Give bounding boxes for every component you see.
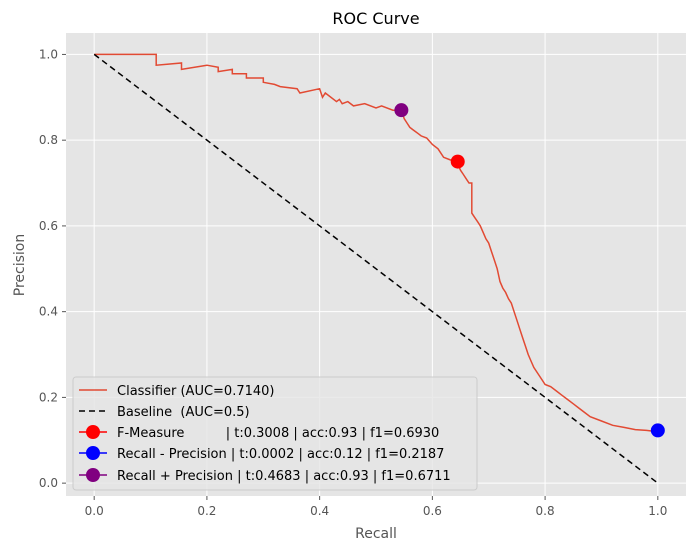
- f-measure-marker: [450, 154, 465, 169]
- threshold-markers: [394, 103, 665, 438]
- x-tick-label: 0.8: [536, 504, 555, 518]
- y-tick-label: 0.6: [39, 219, 58, 233]
- y-tick-label: 0.2: [39, 390, 58, 404]
- x-tick-label: 0.0: [85, 504, 104, 518]
- chart-title: ROC Curve: [332, 9, 419, 28]
- legend-box: [72, 376, 478, 491]
- y-tick-label: 0.4: [39, 305, 58, 319]
- legend-label-baseline: Baseline (AUC=0.5): [117, 405, 250, 420]
- x-axis-label: Recall: [355, 526, 397, 542]
- x-tick-label: 0.2: [197, 504, 216, 518]
- legend-label-classifier: Classifier (AUC=0.7140): [117, 384, 275, 399]
- legend: Classifier (AUC=0.7140) Baseline (AUC=0.…: [72, 376, 478, 491]
- legend-label-recall-plus-precision: Recall + Precision | t:0.4683 | acc:0.93…: [117, 469, 451, 484]
- legend-marker-f-measure: [86, 425, 100, 439]
- y-tick-label: 0.0: [39, 476, 58, 490]
- x-tick-label: 1.0: [648, 504, 667, 518]
- legend-label-f-measure: F-Measure | t:0.3008 | acc:0.93 | f1=0.6…: [117, 426, 439, 441]
- recall-plus-precision-marker: [394, 103, 409, 118]
- y-tick-label: 1.0: [39, 47, 58, 61]
- ticks: 0.0 0.2 0.4 0.6 0.8 1.0 0.0 0.2 0.4 0.6 0.8 1.0: [39, 47, 667, 518]
- baseline-series-line: [93, 53, 659, 484]
- legend-label-recall-minus-precision: Recall - Precision | t:0.0002 | acc:0.12…: [117, 447, 444, 462]
- y-axis-label: Precision: [12, 234, 28, 296]
- x-tick-label: 0.4: [310, 504, 329, 518]
- x-tick-label: 0.6: [423, 504, 442, 518]
- y-tick-label: 0.8: [39, 133, 58, 147]
- legend-marker-recall-plus-precision: [86, 468, 100, 482]
- recall-minus-precision-marker: [650, 423, 665, 438]
- legend-marker-recall-minus-precision: [86, 446, 100, 460]
